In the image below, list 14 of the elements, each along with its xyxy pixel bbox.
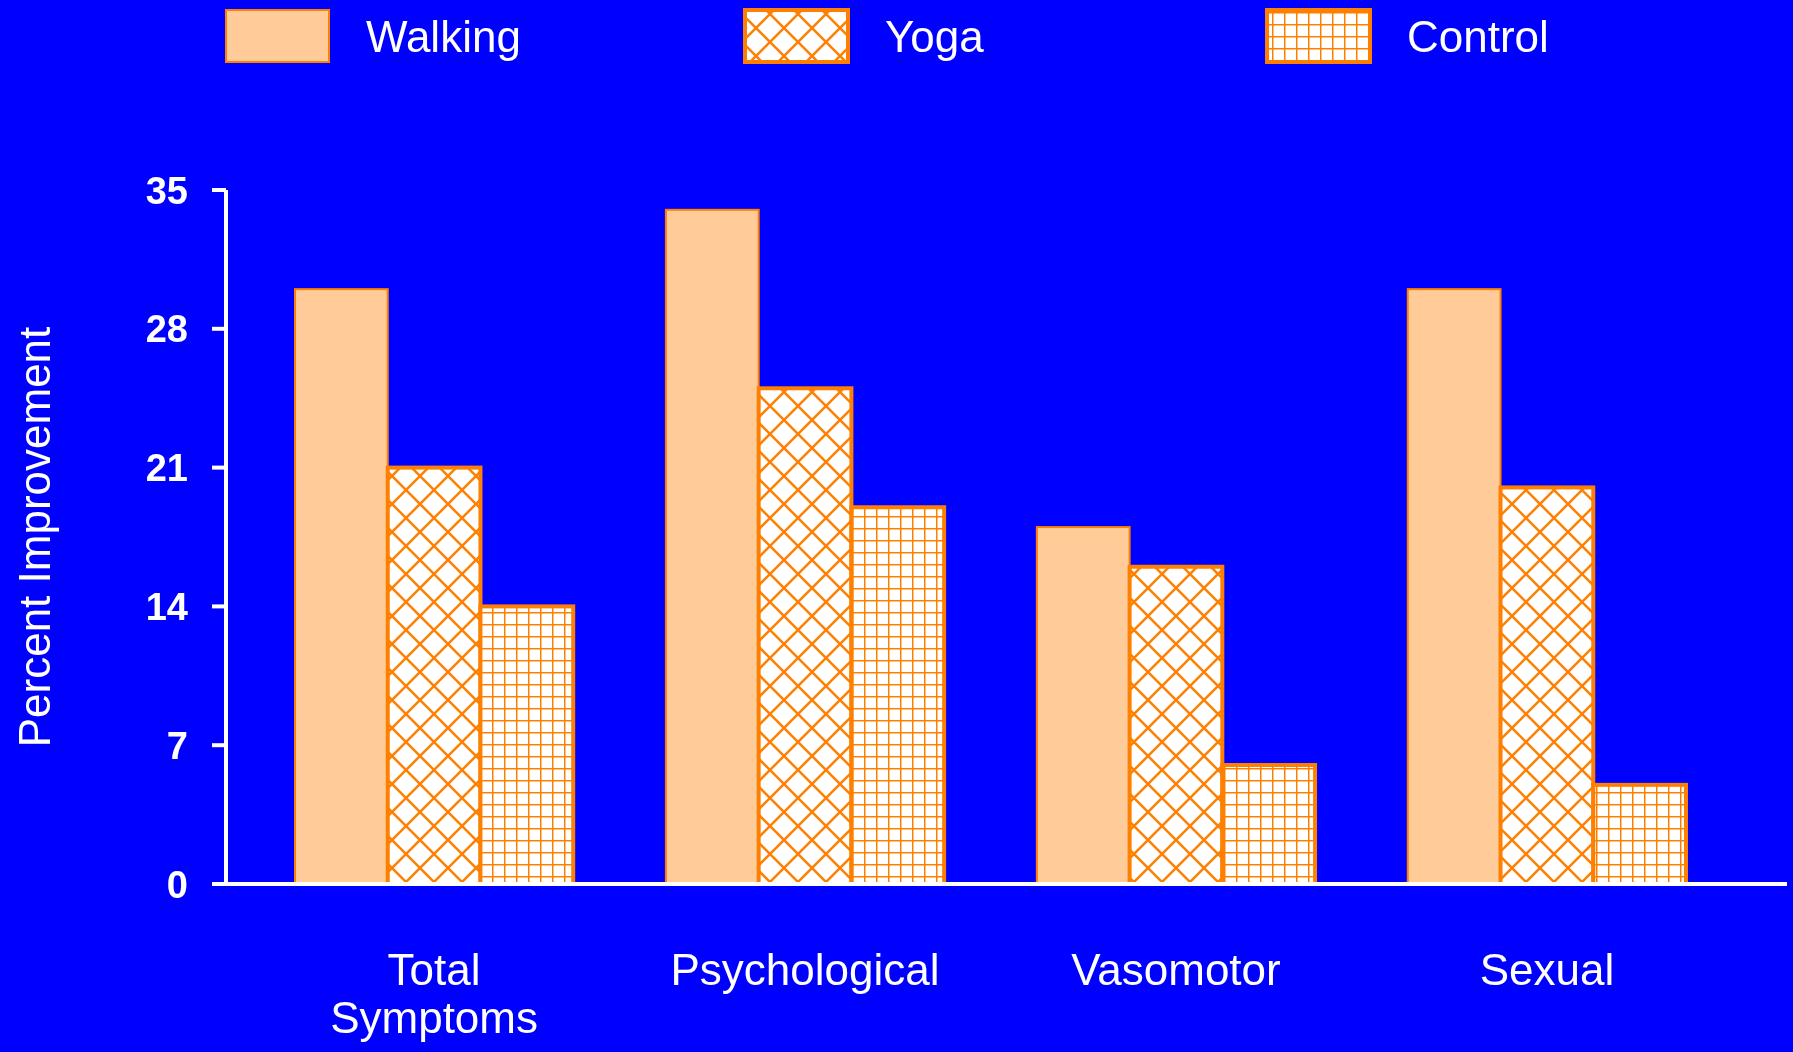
y-tick-label: 7 <box>166 724 188 767</box>
x-tick-label: Psychological <box>670 945 940 994</box>
legend-label: Walking <box>366 11 521 61</box>
x-tick-label: Total Symptoms <box>330 945 539 1043</box>
legend-label: Control <box>1407 11 1549 61</box>
x-tick-label: Vasomotor <box>1071 945 1281 994</box>
y-tick-label: 0 <box>166 863 188 906</box>
y-axis-title: Percent Improvement <box>10 326 59 748</box>
legend-label: Yoga <box>885 11 985 61</box>
y-tick-label: 21 <box>145 447 188 490</box>
y-tick-label: 14 <box>145 586 188 629</box>
y-tick-label: 28 <box>145 308 188 351</box>
y-tick-label: 35 <box>145 169 188 212</box>
x-tick-label: Sexual <box>1479 945 1615 994</box>
